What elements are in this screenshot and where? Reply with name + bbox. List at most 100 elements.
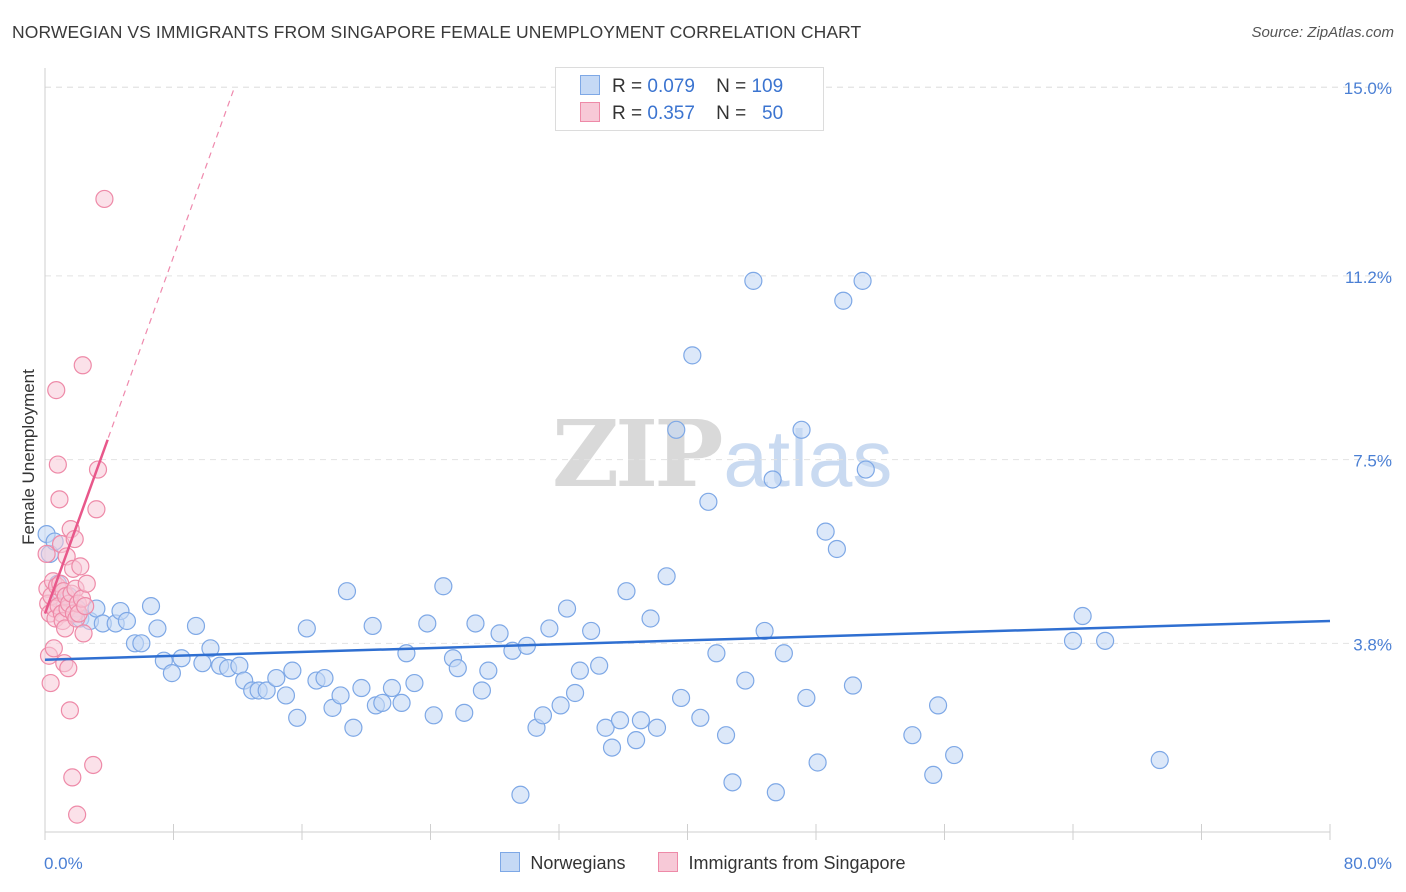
legend-n-value: 50 <box>762 103 784 124</box>
y-tick-label: 15.0% <box>1344 79 1392 98</box>
y-axis-label: Female Unemployment <box>19 369 38 545</box>
norwegian-point <box>337 582 357 601</box>
singapore-point <box>68 805 87 824</box>
norwegians-trend-line <box>44 619 1331 661</box>
norwegian-point <box>373 693 392 713</box>
x-tick-label: 0.0% <box>44 854 83 873</box>
norwegian-point <box>418 614 437 633</box>
norwegian-point <box>172 649 191 668</box>
source-label: Source: ZipAtlas.com <box>1251 24 1394 41</box>
norwegian-point <box>1073 606 1092 626</box>
legend-r-label: R = <box>612 103 643 124</box>
singapore-point <box>74 624 93 643</box>
norwegian-point <box>511 785 530 804</box>
norwegian-point <box>186 616 206 636</box>
legend-n-label: N = <box>716 103 747 124</box>
norwegian-point <box>843 676 863 695</box>
norwegian-point <box>647 718 667 737</box>
singapore-point <box>47 381 66 400</box>
singapore-point <box>71 557 90 576</box>
norwegian-point <box>557 599 577 618</box>
norwegian-point <box>631 711 651 730</box>
norwegian-point <box>193 654 212 673</box>
norwegian-point <box>924 765 943 785</box>
norwegian-point <box>490 624 509 643</box>
norwegian-point <box>472 681 491 700</box>
legend-n-value: 109 <box>751 76 784 97</box>
norwegian-point <box>853 271 872 290</box>
norwegian-point <box>856 460 875 479</box>
norwegian-point <box>315 668 334 688</box>
norwegian-point <box>352 678 371 698</box>
norwegian-point <box>763 470 782 489</box>
norwegian-point <box>162 664 181 683</box>
norwegian-point <box>590 656 609 675</box>
norwegian-point <box>434 577 453 596</box>
norwegian-point <box>691 708 710 727</box>
chart-title: NORWEGIAN VS IMMIGRANTS FROM SINGAPORE F… <box>12 22 862 42</box>
singapore-point <box>77 574 96 593</box>
x-tick-label: 80.0% <box>1344 854 1392 873</box>
norwegian-point <box>479 661 498 680</box>
norwegian-point <box>903 726 922 745</box>
norwegian-point <box>626 731 646 750</box>
singapore-point <box>95 189 114 209</box>
norwegian-point <box>141 596 161 616</box>
singapore-points <box>37 189 114 824</box>
axis-labels: 3.8% 7.5% 11.2% 15.0% 0.0% 80.0% Female Unempl… <box>19 79 1392 873</box>
legend-n-label: N = <box>716 76 747 97</box>
legend-r-value: 0.357 <box>647 103 695 124</box>
singapore-point <box>73 356 92 375</box>
norwegian-point <box>297 619 316 638</box>
singapore-point <box>60 701 79 720</box>
series-legend: Norwegians Immigrants from Singapore <box>0 852 1406 874</box>
norwegian-point <box>596 718 615 737</box>
legend-label-norwegians: Norwegians <box>530 853 626 873</box>
singapore-trend-line <box>43 439 109 614</box>
norwegian-point <box>792 420 811 439</box>
norwegian-point <box>766 783 785 802</box>
legend-label-singapore: Immigrants from Singapore <box>688 853 906 873</box>
norwegian-point <box>797 688 816 708</box>
watermark: ZIPatlas <box>552 400 892 508</box>
y-tick-label: 11.2% <box>1345 268 1392 287</box>
norwegian-point <box>755 621 774 641</box>
norwegian-point <box>808 753 827 772</box>
legend-r-label: R = <box>612 76 643 97</box>
watermark-zip: ZIP <box>552 400 723 508</box>
singapore-point <box>44 639 63 658</box>
legend-row-singapore: R = 0.357 N = 50 <box>580 102 783 128</box>
norwegian-point <box>540 619 559 638</box>
norwegian-point <box>288 708 307 727</box>
norwegian-point <box>276 686 296 705</box>
singapore-point <box>59 659 78 678</box>
norwegians-points <box>37 271 1169 804</box>
y-tick-label: 7.5% <box>1353 452 1392 471</box>
legend-item-singapore: Immigrants from Singapore <box>658 852 906 874</box>
norwegian-point <box>455 703 474 722</box>
legend-item-norwegians: Norwegians <box>500 852 625 874</box>
norwegian-point <box>834 291 853 310</box>
norwegian-point <box>827 539 846 559</box>
axes <box>44 68 1331 840</box>
singapore-point <box>84 755 103 775</box>
norwegian-point <box>148 619 167 638</box>
norwegian-point <box>117 611 137 631</box>
legend-swatch-blue <box>500 852 521 872</box>
legend-swatch-pink <box>658 852 679 872</box>
y-tick-label: 3.8% <box>1353 635 1392 654</box>
norwegian-point <box>928 696 948 715</box>
legend-row-norwegians: R = 0.079 N = 109 <box>580 75 783 101</box>
norwegian-point <box>533 706 553 725</box>
trend-lines <box>43 87 1331 661</box>
legend-swatch-pink <box>580 102 600 122</box>
singapore-point <box>50 490 69 509</box>
norwegian-point <box>1096 631 1115 650</box>
singapore-point <box>63 768 82 787</box>
norwegian-point <box>201 639 220 658</box>
norwegian-point <box>945 745 964 765</box>
norwegian-point <box>723 773 742 792</box>
norwegian-point <box>257 681 276 700</box>
norwegian-point <box>267 668 286 688</box>
